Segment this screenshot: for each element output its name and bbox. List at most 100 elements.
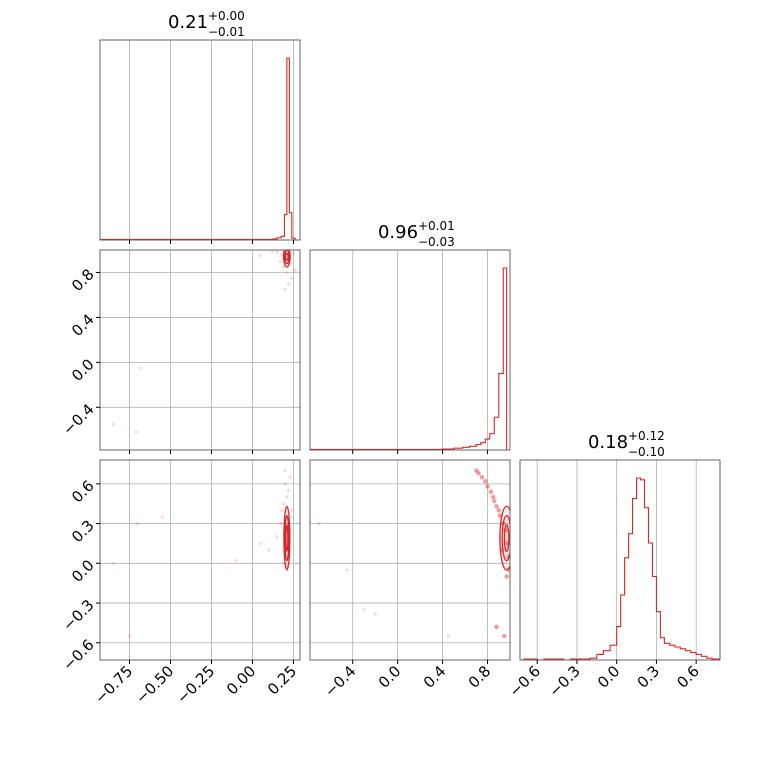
param-title-plus-1: +0.01 [418,219,455,233]
sample-point [290,508,294,512]
sample-point [485,484,490,489]
x-tick-label-1-0: −0.4 [321,662,359,700]
y-tick-label-2-2: 0.0 [68,556,98,586]
sample-streak [504,574,510,579]
panel-1-0 [96,249,301,454]
x-tick-label-2-2: 0.0 [594,662,624,692]
sample-streak [497,513,503,519]
sample-point [476,471,481,475]
param-title-plus-0: +0.00 [208,9,245,23]
sample-streak [500,521,506,526]
sample-point [290,276,294,280]
sample-point [278,521,282,526]
sample-point [373,612,377,616]
panel-content [317,468,510,639]
param-title-minus-0: −0.01 [208,25,245,39]
sample-point [280,252,284,257]
sample-point [270,250,274,253]
sample-point [282,265,286,269]
panel-2-0 [96,459,301,664]
sample-point [491,495,495,499]
y-tick-label-1-2: 0.4 [68,310,98,340]
sample-point [283,482,287,486]
sample-point [280,508,284,512]
contour-level-2 [282,250,291,268]
panel-content [520,477,720,660]
sample-point [139,366,143,370]
x-tick-label-2-0: −0.6 [506,662,544,700]
sample-streak [485,484,490,489]
sample-point [160,515,164,519]
sample-streak [490,494,496,500]
y-tick-label-2-4: 0.6 [68,477,98,507]
sample-point [285,270,289,275]
x-tick-label-0-0: −0.75 [91,662,136,707]
panel-content [100,57,300,240]
sample-point [275,535,279,539]
sample-point [489,490,493,494]
x-tick-label-2-4: 0.6 [673,662,703,692]
param-title-minus-1: −0.03 [418,235,455,249]
sample-point [492,499,496,503]
sample-streak [506,554,510,560]
sample-streak [476,470,481,476]
x-tick-label-2-3: 0.3 [634,662,664,692]
histogram-step [268,57,300,240]
panel-1-1 [309,249,511,454]
sample-streak [491,498,497,504]
sample-point [483,479,487,483]
x-tick-label-0-1: −0.50 [132,662,177,707]
sample-point [285,495,289,499]
sample-point [267,548,271,552]
sample-point [234,559,238,563]
contour-level-2 [499,505,510,571]
sample-point [259,541,263,546]
y-tick-label-2-3: 0.3 [68,517,98,547]
sample-point [283,468,287,473]
y-tick-label-1-3: 0.8 [68,265,98,295]
panel-2-1 [309,459,511,664]
contour-level-1 [501,514,510,562]
sample-point [505,574,509,579]
sample-streak [488,489,494,495]
sample-point [290,515,294,519]
panel-frame [99,459,301,661]
sample-point [345,568,349,572]
sample-streak [494,624,499,630]
sample-streak [506,567,510,573]
sample-point [494,625,499,629]
sample-point [136,521,140,526]
sample-point [286,282,291,286]
sample-point [134,430,138,434]
panel-content [310,267,510,450]
sample-point [317,521,321,526]
param-title-0: 0.21 [168,12,208,33]
contour-level-0 [285,524,289,553]
sample-streak [479,474,485,480]
sample-point [283,287,287,291]
panel-frame [309,249,511,451]
sample-point [494,504,499,508]
sample-point [127,634,132,638]
param-title-plus-2: +0.12 [628,429,665,443]
y-tick-label-2-1: −0.3 [59,596,97,634]
sample-point [291,251,296,255]
sample-point [497,508,501,512]
sample-streak [494,503,499,509]
sample-streak [503,527,508,533]
panel-frame [519,459,721,661]
panel-frame [309,459,511,661]
sample-point [259,254,263,258]
sample-streak [501,633,507,639]
histogram-step [442,267,510,450]
y-tick-label-1-0: −0.4 [59,400,97,438]
x-tick-label-1-1: 0.0 [375,662,405,692]
panel-0-0 [99,39,301,244]
y-tick-label-2-0: −0.6 [59,636,97,674]
sample-point [111,561,115,565]
sample-point [288,475,292,479]
sample-point [278,259,282,263]
contour-level-2 [283,505,291,571]
